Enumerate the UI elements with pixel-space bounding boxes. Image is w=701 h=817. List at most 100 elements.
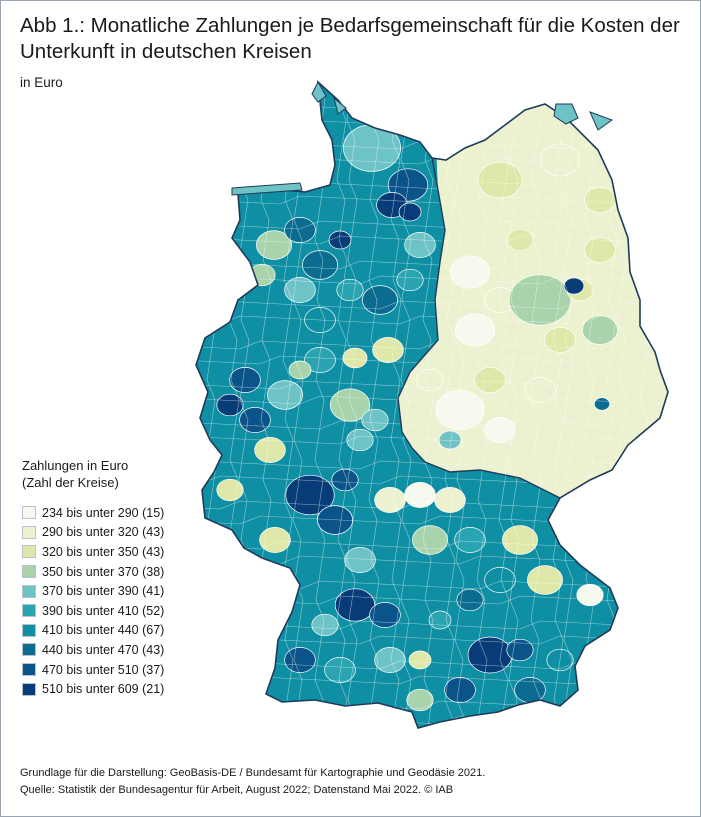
district-patch xyxy=(259,527,291,553)
district-boundary-line xyxy=(196,115,668,125)
district-boundary-line xyxy=(508,82,520,728)
legend-item: 234 bis unter 290 (15) xyxy=(22,503,222,523)
east-west-boundary xyxy=(397,157,561,499)
district-boundary-line xyxy=(196,355,668,365)
district-boundary-line xyxy=(454,82,466,728)
district-fills xyxy=(196,82,668,728)
footer-source-geodata: Grundlage für die Darstellung: GeoBasis-… xyxy=(20,767,486,779)
district-boundary-line xyxy=(196,82,668,85)
legend-swatch xyxy=(22,682,36,696)
district-patch xyxy=(288,360,312,380)
district-patch xyxy=(396,268,424,292)
district-patch xyxy=(369,602,401,628)
district-patch xyxy=(527,565,563,595)
legend-title: Zahlungen in Euro (Zahl der Kreise) xyxy=(22,457,222,491)
district-patch xyxy=(311,613,339,637)
legend-swatch xyxy=(22,623,36,637)
district-patch xyxy=(563,277,585,295)
legend-items: 234 bis unter 290 (15) 290 bis unter 320 … xyxy=(22,503,222,699)
unit-label: in Euro xyxy=(20,75,63,90)
district-patch xyxy=(477,161,523,199)
legend-item: 510 bis unter 609 (21) xyxy=(22,679,222,699)
district-patch xyxy=(434,487,466,513)
district-patch xyxy=(302,250,338,280)
district-patch xyxy=(284,277,316,303)
legend-item: 370 bis unter 390 (41) xyxy=(22,581,222,601)
district-patch xyxy=(539,143,581,177)
legend-title-line1: Zahlungen in Euro xyxy=(22,458,129,473)
district-patch xyxy=(362,285,398,315)
district-patch xyxy=(593,397,611,411)
district-patch xyxy=(324,657,356,683)
district-patch xyxy=(342,347,368,369)
district-patch xyxy=(374,487,406,513)
district-patch xyxy=(331,468,359,492)
legend-item: 390 bis unter 410 (52) xyxy=(22,601,222,621)
legend-title-line2: (Zahl der Kreise) xyxy=(22,475,119,490)
district-patch xyxy=(454,527,486,553)
district-patch xyxy=(336,278,364,302)
district-boundary-line xyxy=(196,100,668,110)
district-patch xyxy=(506,638,534,662)
district-boundary-line xyxy=(196,420,668,430)
district-boundary-line xyxy=(196,395,668,405)
legend-label: 410 bis unter 440 (67) xyxy=(42,623,165,638)
district-boundary-line xyxy=(390,82,402,728)
district-boundary-line xyxy=(336,82,348,728)
district-patch xyxy=(372,337,404,363)
district-patch xyxy=(267,380,303,410)
district-patch xyxy=(228,550,252,570)
district-patch xyxy=(484,567,516,593)
district-boundary-line xyxy=(196,380,668,390)
legend-label: 510 bis unter 609 (21) xyxy=(42,682,165,697)
district-boundary-line xyxy=(552,82,564,728)
figure-title: Abb 1.: Monatliche Zahlungen je Bedarfsg… xyxy=(20,14,680,63)
district-patch xyxy=(361,408,389,432)
district-boundary-line xyxy=(196,220,668,230)
legend-swatch xyxy=(22,584,36,598)
district-boundary-line xyxy=(562,82,574,728)
district-patch xyxy=(435,389,485,431)
legend: Zahlungen in Euro (Zahl der Kreise) 234 … xyxy=(22,457,222,699)
footer: Grundlage für die Darstellung: GeoBasis-… xyxy=(20,765,485,799)
legend-swatch xyxy=(22,643,36,657)
district-boundary-line xyxy=(196,300,668,310)
district-patch xyxy=(582,315,618,345)
legend-item: 440 bis unter 470 (43) xyxy=(22,640,222,660)
legend-swatch xyxy=(22,604,36,618)
district-patch xyxy=(576,583,604,607)
district-boundary-line xyxy=(498,82,510,728)
district-patch xyxy=(256,230,292,260)
legend-swatch xyxy=(22,506,36,520)
district-patch xyxy=(484,417,516,443)
district-patch xyxy=(406,688,434,712)
district-patch xyxy=(398,202,422,222)
district-patch xyxy=(404,232,436,258)
legend-label: 320 bis unter 350 (43) xyxy=(42,544,165,559)
legend-item: 290 bis unter 320 (43) xyxy=(22,523,222,543)
district-boundary-line xyxy=(476,82,488,728)
district-patch xyxy=(254,437,286,463)
footer-source-statistics: Quelle: Statistik der Bundesagentur für … xyxy=(20,784,454,796)
district-patch xyxy=(334,588,376,622)
legend-item: 320 bis unter 350 (43) xyxy=(22,542,222,562)
district-patch xyxy=(343,124,401,172)
district-boundary-line xyxy=(368,82,380,728)
legend-swatch xyxy=(22,663,36,677)
district-boundary-line xyxy=(196,315,668,325)
legend-swatch xyxy=(22,565,36,579)
legend-label: 234 bis unter 290 (15) xyxy=(42,505,165,520)
legend-label: 350 bis unter 370 (38) xyxy=(42,564,165,579)
legend-label: 390 bis unter 410 (52) xyxy=(42,603,165,618)
district-boundary-line xyxy=(180,741,700,749)
legend-item: 470 bis unter 510 (37) xyxy=(22,660,222,680)
legend-label: 440 bis unter 470 (43) xyxy=(42,642,165,657)
district-boundary-line xyxy=(530,82,542,728)
district-patch xyxy=(248,263,276,287)
district-boundary-line xyxy=(196,140,668,150)
legend-item: 410 bis unter 440 (67) xyxy=(22,621,222,641)
islands xyxy=(231,80,614,196)
district-patch xyxy=(474,367,506,393)
district-boundary-line xyxy=(196,340,668,350)
district-patch xyxy=(544,327,576,353)
